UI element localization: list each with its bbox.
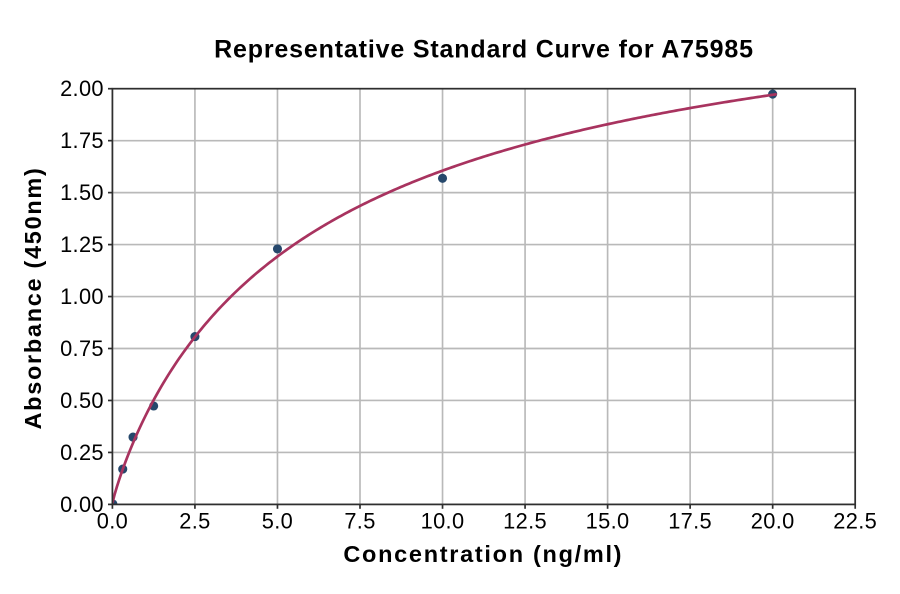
svg-text:0.75: 0.75 [60,336,104,361]
svg-text:7.5: 7.5 [344,509,375,534]
svg-text:1.75: 1.75 [60,128,104,153]
svg-text:0.0: 0.0 [97,509,128,534]
svg-text:Absorbance (450nm): Absorbance (450nm) [20,166,46,429]
svg-text:Concentration (ng/ml): Concentration (ng/ml) [343,541,623,567]
svg-text:0.25: 0.25 [60,440,104,465]
svg-text:1.50: 1.50 [60,180,104,205]
svg-text:1.00: 1.00 [60,284,104,309]
svg-text:Representative Standard Curve: Representative Standard Curve for A75985 [214,35,754,63]
svg-text:0.50: 0.50 [60,388,104,413]
svg-text:5.0: 5.0 [262,509,293,534]
svg-text:12.5: 12.5 [503,509,547,534]
svg-text:2.00: 2.00 [60,76,104,101]
svg-text:22.5: 22.5 [833,509,877,534]
svg-text:10.0: 10.0 [421,509,465,534]
svg-text:20.0: 20.0 [751,509,795,534]
svg-text:15.0: 15.0 [586,509,630,534]
svg-text:1.25: 1.25 [60,232,104,257]
svg-text:17.5: 17.5 [668,509,712,534]
svg-text:2.5: 2.5 [179,509,210,534]
svg-text:0.00: 0.00 [60,492,104,517]
